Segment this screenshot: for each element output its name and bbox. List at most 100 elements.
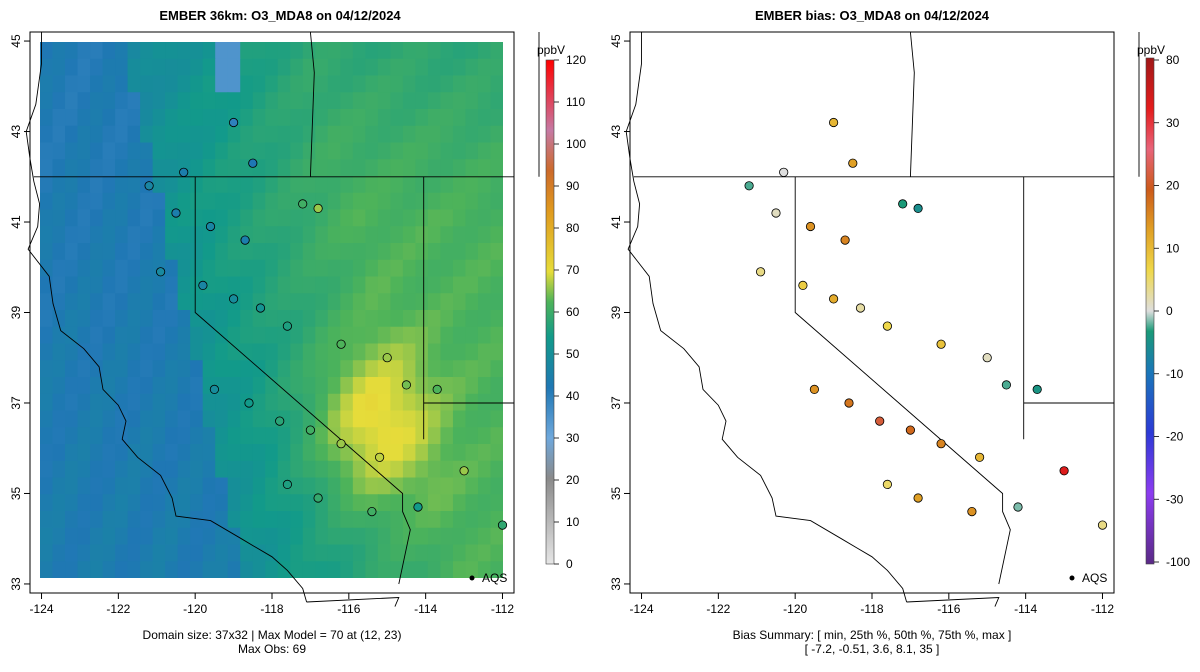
grid-cell: [52, 58, 66, 77]
grid-cell: [315, 427, 329, 445]
grid-cell: [465, 259, 479, 278]
grid-cell: [390, 393, 404, 412]
grid-cell: [340, 527, 354, 546]
grid-cell: [215, 310, 229, 328]
station-marker: [298, 199, 308, 209]
grid-cell: [115, 310, 129, 328]
grid-cell: [202, 343, 216, 361]
grid-cell: [490, 209, 503, 227]
grid-cell: [102, 176, 116, 194]
grid-cell: [40, 511, 54, 529]
grid-cell: [152, 427, 166, 445]
grid-cell: [365, 326, 379, 345]
left-geography-lines: [25, 31, 540, 607]
grid-cell: [465, 226, 479, 244]
grid-cell: [202, 176, 216, 194]
grid-cell: [77, 393, 91, 412]
grid-cell: [52, 444, 66, 462]
grid-cell: [65, 460, 79, 479]
grid-cell: [265, 75, 279, 93]
grid-cell: [315, 142, 329, 160]
grid-cell: [477, 360, 492, 378]
grid-cell: [127, 427, 141, 445]
grid-cell: [190, 125, 204, 144]
grid-cell: [190, 226, 204, 244]
grid-cell: [365, 494, 379, 512]
colorbar-tick-label: 120: [566, 53, 586, 67]
grid-cell: [477, 159, 492, 177]
grid-cell: [240, 561, 254, 578]
grid-cell: [215, 176, 229, 194]
grid-cell: [77, 209, 91, 227]
grid-cell: [165, 192, 179, 211]
grid-cell: [165, 460, 179, 479]
grid-cell: [77, 142, 91, 160]
grid-cell: [327, 109, 341, 127]
grid-cell: [440, 75, 454, 93]
colorbar-tick-label: 10: [566, 515, 580, 529]
grid-cell: [202, 460, 216, 479]
grid-cell: [440, 343, 454, 361]
grid-cell: [277, 58, 291, 77]
station-marker: [336, 439, 346, 449]
grid-cell: [90, 226, 104, 244]
grid-cell: [365, 561, 379, 578]
grid-cell: [452, 209, 467, 227]
grid-cell: [215, 243, 229, 261]
grid-cell: [215, 75, 229, 93]
grid-cell: [490, 42, 503, 60]
grid-cell: [377, 544, 391, 562]
grid-cell: [115, 109, 129, 127]
grid-cell: [127, 259, 141, 278]
grid-cell: [452, 259, 467, 278]
grid-cell: [440, 511, 454, 529]
grid-cell: [340, 444, 354, 462]
grid-cell: [215, 494, 229, 512]
grid-cell: [165, 477, 179, 495]
grid-cell: [190, 360, 204, 378]
grid-cell: [152, 393, 166, 412]
grid-cell: [402, 477, 416, 495]
grid-cell: [365, 159, 379, 177]
grid-cell: [40, 360, 54, 378]
grid-cell: [452, 427, 467, 445]
grid-cell: [365, 176, 379, 194]
grid-cell: [102, 377, 116, 395]
grid-cell: [352, 561, 366, 578]
grid-cell: [215, 460, 229, 479]
grid-cell: [377, 494, 391, 512]
grid-cell: [402, 360, 416, 378]
grid-cell: [115, 511, 129, 529]
grid-cell: [327, 477, 341, 495]
grid-cell: [115, 444, 129, 462]
grid-cell: [415, 192, 429, 211]
grid-cell: [440, 276, 454, 294]
grid-cell: [102, 393, 116, 412]
grid-cell: [315, 444, 329, 462]
grid-cell: [290, 159, 304, 177]
grid-cell: [127, 42, 141, 60]
grid-cell: [127, 159, 141, 177]
grid-cell: [490, 192, 503, 211]
grid-cell: [252, 561, 266, 578]
grid-cell: [190, 477, 204, 495]
grid-cell: [152, 109, 166, 127]
grid-cell: [265, 209, 279, 227]
grid-cell: [340, 410, 354, 428]
grid-cell: [452, 92, 467, 110]
grid-cell: [90, 125, 104, 144]
grid-cell: [302, 544, 316, 562]
grid-cell: [152, 511, 166, 529]
grid-cell: [302, 176, 316, 194]
grid-cell: [40, 310, 54, 328]
grid-cell: [352, 310, 366, 328]
grid-cell: [215, 343, 229, 361]
grid-cell: [390, 310, 404, 328]
grid-cell: [127, 142, 141, 160]
grid-cell: [427, 427, 442, 445]
grid-cell: [290, 75, 304, 93]
grid-cell: [127, 477, 141, 495]
station-marker: [275, 416, 285, 426]
grid-cell: [165, 343, 179, 361]
grid-cell: [202, 477, 216, 495]
